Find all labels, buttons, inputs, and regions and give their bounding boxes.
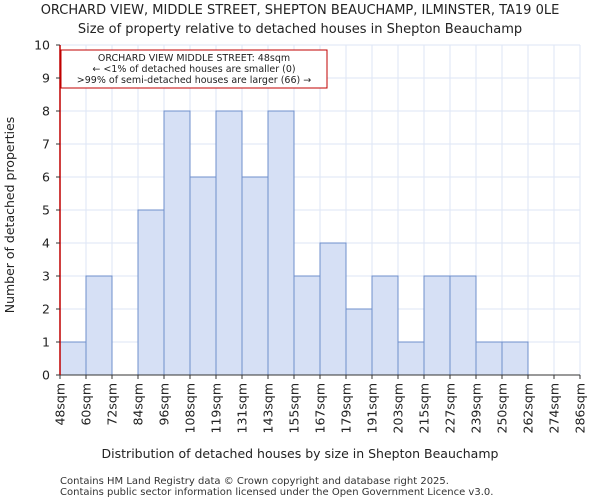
- y-tick-label: 8: [42, 104, 50, 119]
- y-tick-label: 2: [42, 302, 50, 317]
- bar: [449, 275, 477, 376]
- bar: [293, 275, 321, 376]
- bar: [371, 275, 399, 376]
- x-tick-label: 179sqm: [339, 383, 354, 433]
- x-tick-label: 274sqm: [547, 383, 562, 433]
- x-tick-label: 227sqm: [443, 383, 458, 433]
- chart-title-line2: Size of property relative to detached ho…: [78, 22, 522, 37]
- x-axis-label: Distribution of detached houses by size …: [102, 446, 499, 461]
- bar: [397, 341, 425, 376]
- bar: [85, 275, 113, 376]
- y-tick-label: 0: [42, 368, 50, 383]
- x-tick-label: 262sqm: [521, 383, 536, 433]
- x-tick-label: 84sqm: [131, 383, 146, 426]
- annotation-line1: ORCHARD VIEW MIDDLE STREET: 48sqm: [98, 53, 290, 64]
- y-tick-label: 1: [42, 335, 50, 350]
- bar: [241, 176, 269, 376]
- x-tick-label: 203sqm: [391, 383, 406, 433]
- y-tick-label: 4: [42, 236, 50, 251]
- y-tick-labels: 0 1 2 3 4 5 6 7 8 9 10: [34, 38, 60, 383]
- x-tick-label: 48sqm: [53, 383, 68, 426]
- bar: [319, 242, 347, 376]
- bar: [423, 275, 451, 376]
- x-tick-label: 191sqm: [365, 383, 380, 433]
- y-tick-label: 5: [42, 203, 50, 218]
- x-tick-label: 131sqm: [235, 383, 250, 433]
- footer-line2: Contains public sector information licen…: [60, 487, 493, 498]
- bar: [267, 110, 295, 376]
- bar: [59, 341, 87, 376]
- bar: [189, 176, 217, 376]
- x-tick-label: 72sqm: [105, 383, 120, 426]
- footer-line1: Contains HM Land Registry data © Crown c…: [60, 476, 449, 487]
- x-tick-label: 239sqm: [469, 383, 484, 433]
- x-tick-label: 143sqm: [261, 383, 276, 433]
- bars: [59, 110, 529, 376]
- annotation-line3: >99% of semi-detached houses are larger …: [77, 75, 311, 86]
- x-tick-label: 250sqm: [495, 383, 510, 433]
- chart-title-line1: ORCHARD VIEW, MIDDLE STREET, SHEPTON BEA…: [41, 3, 560, 18]
- x-tick-label: 119sqm: [209, 383, 224, 433]
- bar: [163, 110, 191, 376]
- x-tick-label: 108sqm: [183, 383, 198, 433]
- bar: [501, 341, 529, 376]
- x-tick-label: 286sqm: [573, 383, 588, 433]
- y-tick-label: 7: [42, 137, 50, 152]
- y-tick-label: 10: [34, 38, 50, 53]
- bar: [475, 341, 503, 376]
- bar: [345, 308, 373, 376]
- bar: [215, 110, 243, 376]
- y-axis-label: Number of detached properties: [2, 117, 17, 314]
- x-tick-label: 60sqm: [79, 383, 94, 426]
- x-tick-label: 215sqm: [417, 383, 432, 433]
- annotation-line2: ← <1% of detached houses are smaller (0): [92, 64, 295, 75]
- x-tick-label: 167sqm: [313, 383, 328, 433]
- y-tick-label: 9: [42, 71, 50, 86]
- bar: [137, 209, 165, 376]
- y-tick-label: 6: [42, 170, 50, 185]
- annotation-box: ORCHARD VIEW MIDDLE STREET: 48sqm ← <1% …: [60, 49, 328, 89]
- x-tick-labels: 48sqm 60sqm 72sqm 84sqm 96sqm 108sqm 119sqm 131…: [53, 375, 588, 433]
- x-tick-label: 155sqm: [287, 383, 302, 433]
- y-tick-label: 3: [42, 269, 50, 284]
- x-tick-label: 96sqm: [157, 383, 172, 426]
